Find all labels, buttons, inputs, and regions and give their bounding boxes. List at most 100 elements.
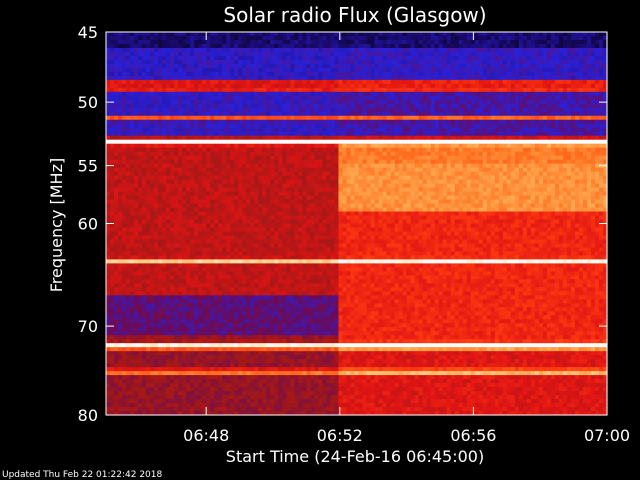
- heatmap-cell: [186, 103, 191, 109]
- heatmap-cell: [418, 47, 424, 53]
- heatmap-cell: [510, 139, 516, 145]
- heatmap-cell: [570, 175, 576, 181]
- heatmap-cell: [130, 175, 135, 181]
- heatmap-cell: [150, 107, 155, 113]
- heatmap-cell: [518, 39, 524, 45]
- heatmap-cell: [306, 123, 312, 129]
- heatmap-cell: [514, 51, 520, 57]
- heatmap-cell: [186, 83, 191, 89]
- heatmap-cell: [154, 171, 159, 177]
- heatmap-cell: [110, 143, 115, 149]
- heatmap-cell: [426, 131, 432, 137]
- heatmap-cell: [122, 71, 127, 77]
- heatmap-cell: [150, 115, 155, 121]
- heatmap-cell: [386, 43, 392, 49]
- heatmap-cell: [530, 71, 536, 77]
- heatmap-cell: [174, 171, 179, 177]
- heatmap-cell: [226, 115, 231, 121]
- heatmap-cell: [430, 99, 436, 105]
- heatmap-cell: [198, 175, 203, 181]
- heatmap-cell: [190, 99, 195, 105]
- heatmap-cell: [214, 91, 219, 97]
- heatmap-cell: [158, 83, 163, 89]
- heatmap-cell: [218, 32, 223, 37]
- heatmap-cell: [414, 95, 420, 101]
- heatmap-cell: [230, 123, 235, 129]
- heatmap-cell: [134, 95, 139, 101]
- heatmap-cell: [258, 115, 263, 121]
- heatmap-cell: [490, 155, 496, 161]
- heatmap-cell: [118, 67, 123, 73]
- heatmap-cell: [362, 83, 368, 89]
- heatmap-cell: [154, 183, 159, 189]
- heatmap-cell: [306, 135, 312, 141]
- heatmap-cell: [538, 163, 544, 169]
- heatmap-cell: [386, 87, 392, 93]
- heatmap-cell: [310, 87, 316, 93]
- heatmap-cell: [158, 32, 163, 37]
- heatmap-cell: [210, 115, 215, 121]
- heatmap-cell: [150, 139, 155, 145]
- heatmap-cell: [446, 91, 452, 97]
- heatmap-cell: [570, 155, 576, 161]
- heatmap-cell: [290, 127, 295, 133]
- heatmap-cell: [386, 119, 392, 125]
- heatmap-cell: [374, 115, 380, 121]
- heatmap-cell: [478, 75, 484, 81]
- heatmap-cell: [338, 32, 344, 37]
- heatmap-cell: [530, 167, 536, 173]
- heatmap-cell: [274, 179, 279, 185]
- heatmap-cell: [402, 67, 408, 73]
- heatmap-cell: [354, 159, 360, 165]
- heatmap-cell: [334, 55, 340, 61]
- heatmap-cell: [334, 35, 340, 41]
- heatmap-cell: [342, 159, 348, 165]
- heatmap-cell: [518, 79, 524, 85]
- heatmap-cell: [438, 75, 444, 81]
- heatmap-cell: [562, 39, 568, 45]
- heatmap-cell: [558, 67, 564, 73]
- heatmap-cell: [490, 79, 496, 85]
- heatmap-cell: [582, 159, 588, 165]
- heatmap-cell: [502, 32, 508, 37]
- heatmap-cell: [386, 75, 392, 81]
- heatmap-cell: [358, 87, 364, 93]
- heatmap-cell: [590, 135, 596, 141]
- heatmap-cell: [362, 119, 368, 125]
- heatmap-cell: [394, 51, 400, 57]
- heatmap-cell: [318, 187, 324, 193]
- heatmap-cell: [526, 139, 532, 145]
- heatmap-cell: [402, 39, 408, 45]
- heatmap-cell: [134, 91, 139, 97]
- heatmap-cell: [354, 71, 360, 77]
- heatmap-cell: [234, 131, 239, 137]
- heatmap-cell: [114, 99, 119, 105]
- heatmap-cell: [242, 139, 247, 145]
- heatmap-cell: [258, 123, 263, 129]
- heatmap-cell: [526, 175, 532, 181]
- heatmap-cell: [410, 159, 416, 165]
- heatmap-cell: [494, 139, 500, 145]
- heatmap-cell: [534, 67, 540, 73]
- heatmap-cell: [314, 115, 320, 121]
- heatmap-cell: [298, 171, 303, 177]
- heatmap-cell: [130, 155, 135, 161]
- heatmap-cell: [150, 103, 155, 109]
- heatmap-cell: [598, 131, 604, 137]
- heatmap-cell: [530, 123, 536, 129]
- heatmap-cell: [558, 35, 564, 41]
- heatmap-cell: [178, 51, 183, 57]
- heatmap-cell: [454, 87, 460, 93]
- heatmap-cell: [398, 155, 404, 161]
- heatmap-cell: [198, 75, 203, 81]
- heatmap-cell: [338, 179, 344, 185]
- heatmap-cell: [294, 43, 299, 49]
- heatmap-cell: [170, 183, 175, 189]
- heatmap-cell: [254, 35, 259, 41]
- heatmap-cell: [590, 95, 596, 101]
- heatmap-cell: [174, 95, 179, 101]
- heatmap-cell: [438, 59, 444, 65]
- heatmap-cell: [570, 83, 576, 89]
- heatmap-cell: [314, 147, 320, 153]
- heatmap-cell: [510, 91, 516, 97]
